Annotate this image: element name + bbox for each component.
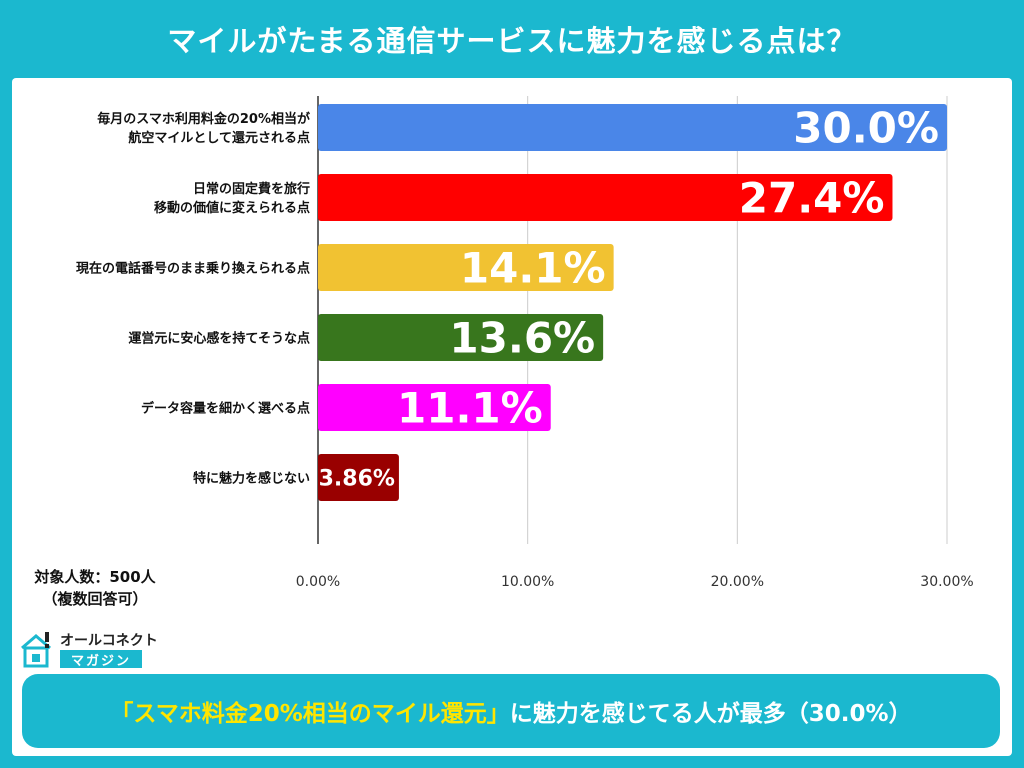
category-label: 移動の価値に変えられる点 bbox=[154, 200, 310, 216]
category-label: データ容量を細かく選べる点 bbox=[141, 401, 310, 417]
bar bbox=[318, 104, 947, 151]
chart-title: マイルがたまる通信サービスに魅力を感じる点は？ bbox=[167, 24, 857, 58]
category-label: 航空マイルとして還元される点 bbox=[128, 130, 310, 146]
category-label: 運営元に安心感を持てそうな点 bbox=[128, 331, 310, 347]
category-label: 特に魅力を感じない bbox=[193, 471, 310, 487]
data-label: 27.4% bbox=[739, 174, 885, 223]
bar bbox=[318, 314, 604, 361]
sample-size-line2: （複数回答可） bbox=[42, 590, 148, 608]
sample-size-note: 対象人数：500人 （複数回答可） bbox=[20, 566, 170, 610]
x-tick-label: 10.00% bbox=[501, 574, 554, 590]
data-label: 14.1% bbox=[460, 244, 606, 293]
conclusion-text: に魅力を感じてる人が最多（30.0%） bbox=[509, 701, 912, 727]
bar bbox=[318, 174, 893, 221]
house-icon bbox=[21, 632, 51, 668]
bar bbox=[318, 384, 551, 431]
bar bbox=[318, 454, 399, 501]
sample-size-line1: 対象人数：500人 bbox=[34, 568, 156, 586]
chart-panel: 0.00% 10.00% 20.00% 30.00% 毎月のスマホ利用料金の20%相当が… bbox=[12, 78, 1012, 756]
logo-text-top: オールコネクト bbox=[60, 633, 158, 649]
category-label: 日常の固定費を旅行 bbox=[193, 181, 310, 197]
data-label: 13.6% bbox=[449, 314, 595, 363]
brand-logo: オールコネクト マガジン bbox=[18, 628, 158, 672]
data-label: 3.86% bbox=[319, 467, 395, 492]
x-tick-label: 0.00% bbox=[296, 574, 340, 590]
x-tick-label: 30.00% bbox=[920, 574, 973, 590]
logo-text-bottom: マガジン bbox=[60, 650, 142, 669]
conclusion-highlight: 「スマホ料金20%相当のマイル還元」 bbox=[110, 701, 510, 727]
bar bbox=[318, 244, 614, 291]
data-label: 30.0% bbox=[793, 104, 939, 153]
data-label: 11.1% bbox=[397, 384, 543, 433]
category-label: 毎月のスマホ利用料金の20%相当が bbox=[97, 111, 310, 127]
bar-chart: 0.00% 10.00% 20.00% 30.00% 毎月のスマホ利用料金の20%相当が… bbox=[76, 96, 974, 590]
conclusion-banner: 「スマホ料金20%相当のマイル還元」 に魅力を感じてる人が最多（30.0%） bbox=[22, 674, 1000, 748]
category-label: 現在の電話番号のまま乗り換えられる点 bbox=[76, 261, 310, 277]
x-tick-label: 20.00% bbox=[711, 574, 764, 590]
